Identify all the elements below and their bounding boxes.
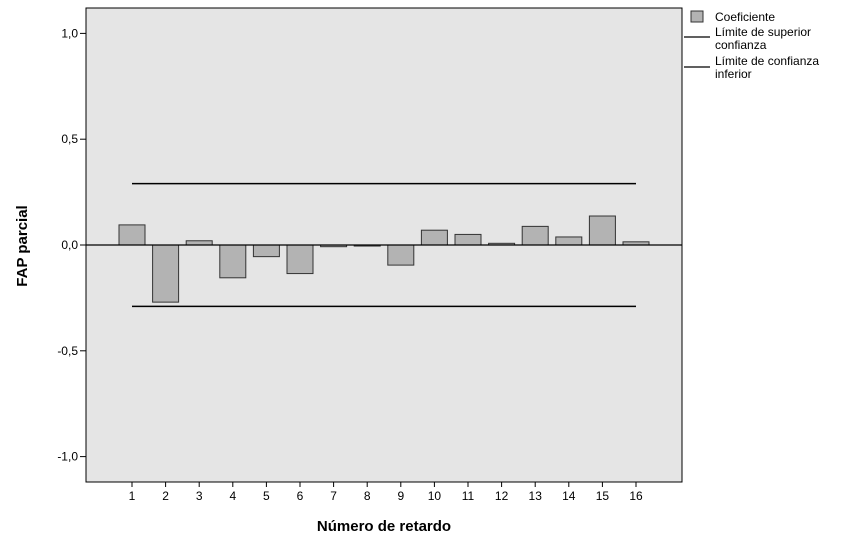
x-tick-label: 3 (196, 489, 203, 503)
x-tick-label: 15 (596, 489, 610, 503)
bar-lag-4 (219, 244, 247, 279)
x-tick-label: 13 (529, 489, 543, 503)
legend-label-upper-line1: Límite de superior (715, 25, 811, 39)
x-tick-label: 8 (364, 489, 371, 503)
legend-bar-swatch (690, 10, 704, 23)
bar-lag-11 (454, 233, 482, 246)
y-tick-label: -1,0 (57, 450, 78, 464)
x-tick-label: 14 (562, 489, 576, 503)
x-tick-label: 10 (428, 489, 442, 503)
y-tick-label: 1,0 (61, 26, 78, 40)
y-tick-label: -0,5 (57, 344, 78, 358)
x-tick-label: 6 (297, 489, 304, 503)
legend-label-lower-line2: inferior (715, 67, 752, 81)
bar-lag-14 (555, 236, 583, 246)
x-tick-label: 5 (263, 489, 270, 503)
x-tick-label: 9 (397, 489, 404, 503)
bar-lag-6 (286, 244, 314, 275)
legend-label-upper-line2: confianza (715, 38, 767, 52)
x-tick-label: 7 (330, 489, 337, 503)
bar-lag-9 (387, 244, 415, 266)
y-axis-title: FAP parcial (14, 205, 31, 286)
bar-lag-13 (521, 225, 549, 246)
x-tick-label: 2 (162, 489, 169, 503)
legend: Coeficiente Límite de superior confianza… (684, 10, 819, 81)
bar-lag-2 (152, 244, 180, 303)
legend-label-coeficiente: Coeficiente (715, 10, 775, 24)
x-tick-label: 4 (229, 489, 236, 503)
y-tick-label: 0,0 (61, 238, 78, 252)
x-tick-label: 11 (462, 489, 475, 503)
bar-lag-10 (420, 229, 448, 246)
bars-group (118, 215, 650, 303)
x-tick-label: 16 (629, 489, 643, 503)
bar-lag-1 (118, 224, 146, 246)
bar-lag-3 (185, 240, 213, 246)
x-axis-ticks: 1 2 3 4 5 6 7 8 9 10 11 12 13 14 15 16 (129, 482, 643, 503)
bar-lag-15 (588, 215, 616, 246)
y-tick-label: 0,5 (61, 132, 78, 146)
bar-lag-5 (252, 244, 280, 258)
y-axis-ticks: 1,0 0,5 0,0 -0,5 -1,0 (57, 26, 86, 464)
x-tick-label: 12 (495, 489, 509, 503)
x-axis-title: Número de retardo (317, 518, 451, 535)
x-tick-label: 1 (129, 489, 136, 503)
legend-label-lower-line1: Límite de confianza (715, 54, 819, 68)
